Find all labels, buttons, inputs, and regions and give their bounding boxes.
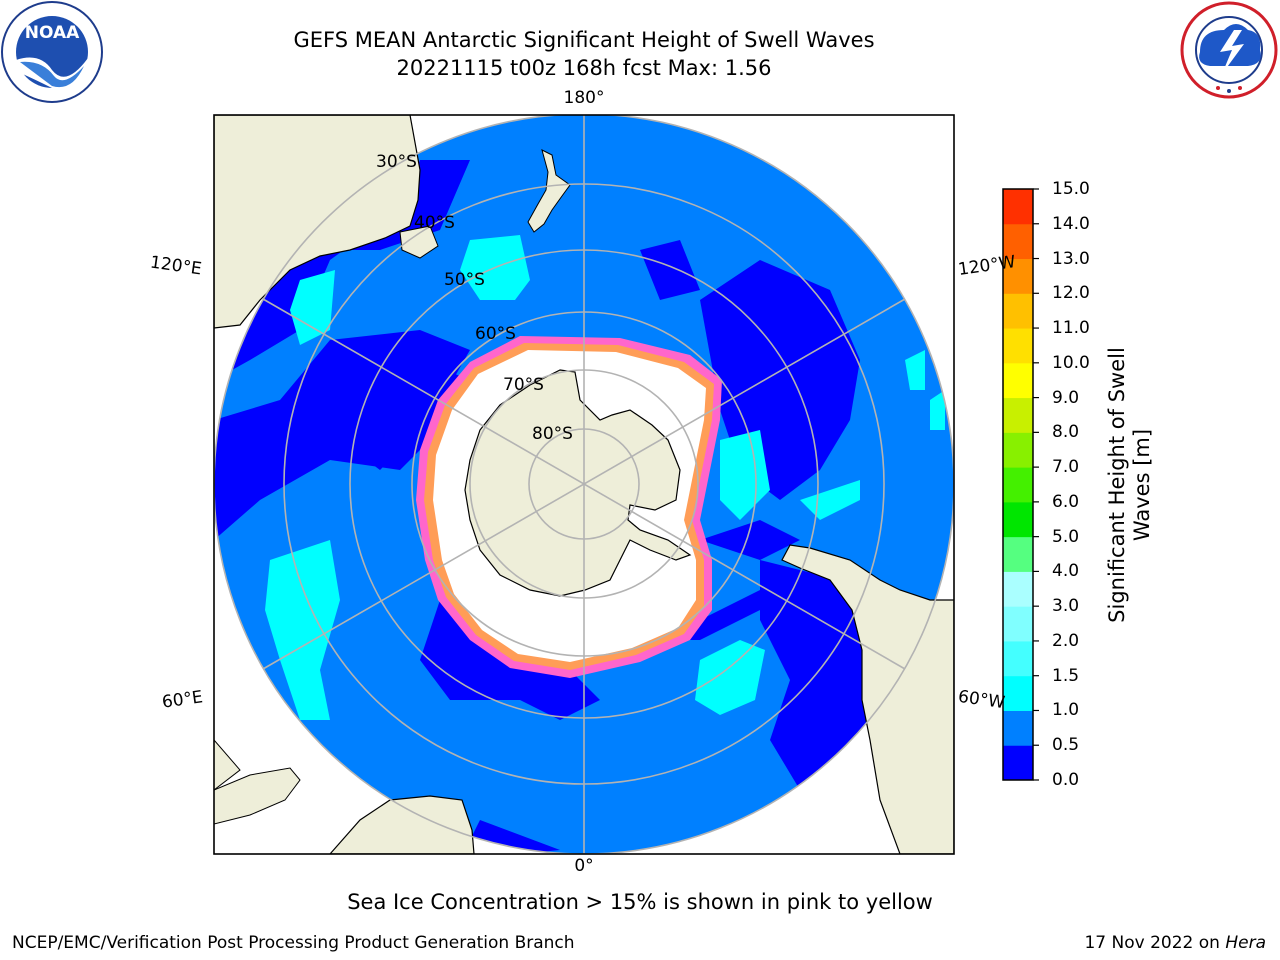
lat-label-60s: 60°S xyxy=(475,324,516,344)
low-swell-region xyxy=(214,360,470,540)
colorbar-tick-label: 4.0 xyxy=(1052,561,1080,582)
lat-label-70s: 70°S xyxy=(503,375,544,395)
colorbar-tick-label: 14.0 xyxy=(1052,213,1090,234)
colorbar-label-line1: Significant Height of Swell xyxy=(1105,347,1129,623)
lat-label-80s: 80°S xyxy=(532,424,573,444)
colorbar-tick-label: 0.5 xyxy=(1052,735,1080,756)
africa-landmass xyxy=(329,795,475,854)
colorbar-segment xyxy=(1003,640,1033,677)
colorbar xyxy=(1002,188,1039,781)
footer-branch: NCEP/EMC/Verification Post Processing Pr… xyxy=(12,933,575,953)
colorbar-segment xyxy=(1003,189,1033,225)
colorbar-tick-label: 0.0 xyxy=(1052,770,1080,790)
high-swell-patch xyxy=(290,270,335,345)
map-frame xyxy=(213,114,955,855)
colorbar-segment xyxy=(1003,397,1033,433)
footer-date: 17 Nov 2022 on Hera xyxy=(1084,933,1266,953)
sea-ice-note: Sea Ice Concentration > 15% is shown in … xyxy=(347,890,933,914)
noaa-logo: NOAA xyxy=(1,1,103,103)
colorbar-frame xyxy=(1002,188,1034,781)
high-swell-patch xyxy=(695,640,765,715)
lon-label-0: 0° xyxy=(574,856,594,876)
footer-machine: Hera xyxy=(1225,933,1266,953)
australia-landmass xyxy=(214,115,421,329)
colorbar-segment xyxy=(1003,536,1033,572)
new-zealand xyxy=(527,149,571,233)
colorbar-tick-label: 6.0 xyxy=(1052,491,1080,512)
high-swell-patch xyxy=(265,540,340,720)
colorbar-tick-label: 11.0 xyxy=(1052,318,1090,339)
lon-label-180: 180° xyxy=(563,88,605,108)
colorbar-segment xyxy=(1003,293,1033,329)
footer-date-text: 17 Nov 2022 on xyxy=(1084,933,1226,953)
colorbar-label-line2: Waves [m] xyxy=(1130,428,1154,542)
south-america-landmass xyxy=(781,544,954,854)
lat-label-50s: 50°S xyxy=(444,270,485,290)
low-swell-region xyxy=(470,520,800,854)
colorbar-segment xyxy=(1003,467,1033,503)
high-swell-patch xyxy=(905,350,945,430)
colorbar-segment xyxy=(1003,501,1033,538)
colorbar-tick-label: 3.0 xyxy=(1052,596,1080,617)
low-swell-region xyxy=(640,240,880,790)
colorbar-tick-label: 8.0 xyxy=(1052,422,1080,443)
colorbar-segment xyxy=(1003,710,1033,746)
colorbar-segment xyxy=(1003,328,1033,364)
colorbar-segment xyxy=(1003,606,1033,642)
map-subtitle: 20221115 t00z 168h fcst Max: 1.56 xyxy=(396,56,772,80)
colorbar-tick-label: 10.0 xyxy=(1052,352,1090,373)
colorbar-tick-label: 13.0 xyxy=(1052,248,1090,269)
colorbar-segment xyxy=(1003,258,1033,294)
colorbar-segment xyxy=(1003,362,1033,399)
colorbar-segment xyxy=(1003,432,1033,468)
colorbar-segment xyxy=(1003,675,1033,711)
colorbar-tick-label: 9.0 xyxy=(1052,387,1080,408)
colorbar-tick-label: 1.0 xyxy=(1052,700,1080,721)
colorbar-segment xyxy=(1003,571,1033,607)
colorbar-tick-label: 1.5 xyxy=(1052,665,1080,686)
tasmania xyxy=(399,225,439,259)
colorbar-tick-label: 5.0 xyxy=(1052,526,1080,547)
map-title: GEFS MEAN Antarctic Significant Height o… xyxy=(293,28,875,52)
nws-logo xyxy=(1180,1,1278,99)
graticule xyxy=(214,115,954,854)
colorbar-label: Significant Height of Swell Waves [m] xyxy=(1105,320,1155,650)
antarctica-landmass xyxy=(464,369,692,597)
colorbar-tick-label: 15.0 xyxy=(1052,179,1090,199)
colorbar-tick-label: 7.0 xyxy=(1052,457,1080,478)
colorbar-segment xyxy=(1003,223,1033,260)
lat-label-30s: 30°S xyxy=(376,152,417,172)
colorbar-tick-label: 12.0 xyxy=(1052,283,1090,304)
madagascar xyxy=(214,767,301,825)
colorbar-tick-label: 2.0 xyxy=(1052,630,1080,651)
noaa-logo-text: NOAA xyxy=(25,23,80,43)
colorbar-segment xyxy=(1003,745,1033,781)
lat-label-40s: 40°S xyxy=(414,213,455,233)
southern-africa-coast xyxy=(214,739,241,791)
